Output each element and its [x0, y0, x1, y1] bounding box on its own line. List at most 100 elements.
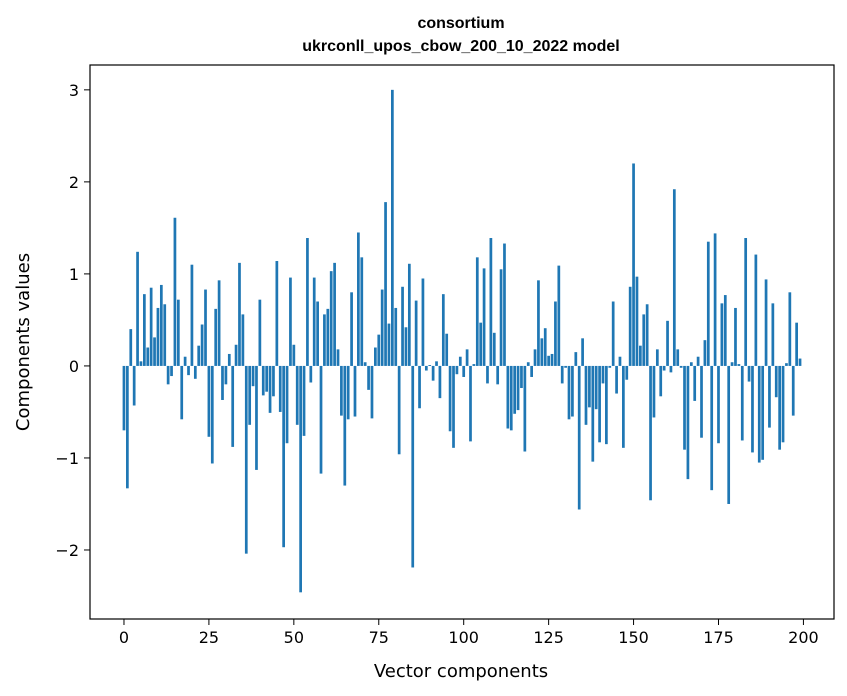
bar-173: [710, 365, 714, 491]
bar-52: [299, 365, 302, 593]
bar-187: [757, 365, 761, 463]
bar-169: [696, 356, 700, 366]
bar-145: [615, 365, 618, 394]
bar-79: [391, 89, 394, 366]
bar-11: [159, 284, 163, 366]
bar-113: [506, 365, 510, 429]
bar-6: [143, 294, 146, 366]
bar-119: [526, 362, 530, 366]
bar-30: [224, 365, 228, 385]
bar-137: [588, 365, 591, 408]
x-tick-label-150: 150: [618, 628, 649, 647]
bar-9: [153, 337, 156, 366]
bar-15: [173, 217, 177, 366]
bar-126: [550, 353, 554, 366]
bar-10: [156, 307, 160, 366]
bar-179: [730, 362, 734, 366]
chart-title-line-1: consortium: [417, 15, 504, 32]
x-tick-label-0: 0: [119, 628, 129, 647]
bar-59: [323, 314, 326, 366]
bar-175: [717, 365, 720, 444]
bar-159: [662, 365, 666, 371]
bar-152: [639, 345, 642, 366]
bar-153: [642, 314, 646, 366]
bar-105: [479, 322, 483, 366]
x-axis-label: Vector components: [374, 661, 548, 682]
bar-53: [302, 365, 306, 436]
bar-14: [170, 365, 173, 377]
bar-103: [472, 364, 476, 366]
bar-36: [244, 365, 248, 554]
bar-162: [672, 189, 676, 366]
bar-135: [581, 338, 584, 366]
bar-95: [445, 333, 449, 366]
bar-136: [584, 365, 588, 425]
bar-24: [204, 289, 207, 366]
y-tick-label-2: 2: [69, 173, 79, 192]
bar-68: [353, 365, 357, 417]
bar-198: [795, 322, 798, 366]
bar-20: [190, 264, 194, 366]
bar-40: [258, 299, 262, 366]
bar-5: [139, 361, 143, 366]
bar-120: [530, 365, 533, 377]
bar-77: [384, 202, 387, 366]
bar-81: [397, 365, 401, 455]
bar-141: [601, 365, 605, 384]
bar-140: [598, 365, 601, 443]
bar-104: [475, 257, 479, 366]
bar-125: [547, 355, 550, 366]
bar-2: [129, 329, 133, 366]
bar-29: [221, 365, 224, 400]
x-axis-ticks: 0 25 50 75 100 125 150 175 200: [119, 619, 819, 647]
bar-33: [234, 344, 238, 366]
bar-1: [126, 365, 129, 489]
bar-51: [295, 365, 299, 425]
bar-13: [166, 365, 170, 385]
bar-17: [180, 365, 184, 420]
bar-27: [214, 308, 218, 366]
plot-area-frame: [89, 64, 835, 620]
bar-102: [469, 365, 472, 442]
x-tick-label-100: 100: [448, 628, 479, 647]
bar-71: [363, 362, 367, 366]
bar-87: [418, 365, 421, 409]
bar-43: [268, 365, 272, 413]
y-axis-ticks: −2 −1 0 1 2 3: [55, 81, 90, 560]
bar-134: [577, 365, 581, 510]
bar-158: [659, 365, 663, 397]
bar-189: [764, 279, 768, 366]
bar-22: [197, 345, 201, 366]
bar-149: [628, 286, 632, 366]
x-tick-label-50: 50: [284, 628, 304, 647]
bar-56: [312, 277, 316, 366]
bar-0: [122, 365, 126, 431]
bar-115: [513, 365, 517, 414]
bar-18: [183, 356, 187, 366]
bar-177: [723, 295, 727, 366]
bar-99: [458, 356, 462, 366]
bar-196: [788, 292, 792, 366]
bar-168: [693, 365, 697, 401]
bar-128: [557, 265, 561, 366]
y-axis-label: Components values: [13, 253, 34, 431]
bar-90: [428, 365, 432, 366]
bar-144: [611, 301, 615, 366]
bar-118: [523, 365, 527, 452]
bar-148: [625, 365, 629, 380]
bar-57: [316, 301, 319, 366]
bars-group: [122, 89, 802, 593]
x-tick-label-75: 75: [369, 628, 389, 647]
bar-123: [540, 338, 544, 366]
bar-48: [285, 365, 289, 444]
bar-101: [465, 349, 469, 366]
bar-78: [387, 323, 391, 366]
bar-54: [306, 238, 309, 366]
bar-130: [564, 365, 567, 368]
bar-85: [411, 365, 415, 568]
bar-55: [309, 365, 313, 383]
y-tick-label-0: 0: [69, 357, 79, 376]
bar-110: [496, 365, 500, 385]
bar-155: [649, 365, 652, 501]
